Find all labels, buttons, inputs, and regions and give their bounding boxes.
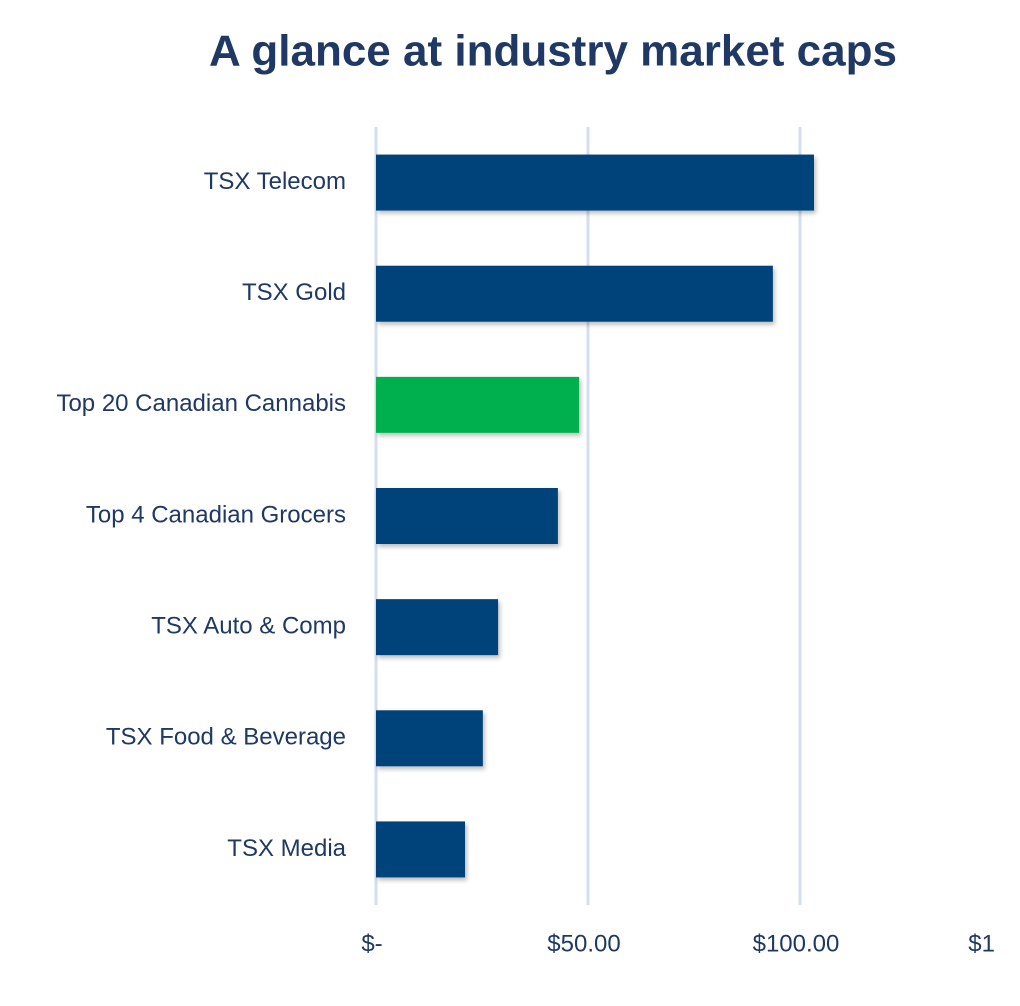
bar [376,265,773,322]
bar [376,710,483,767]
y-tick-label: TSX Telecom [204,168,346,195]
bar [376,154,814,211]
chart-title: A glance at industry market caps [209,27,897,76]
y-tick-label: TSX Food & Beverage [106,724,346,751]
x-tick-label: $50.00 [547,930,620,957]
y-tick-label: TSX Media [227,835,346,862]
y-tick-label: TSX Gold [242,279,346,306]
bar [376,376,580,433]
x-tick-label: $100.00 [753,930,840,957]
y-tick-label: Top 20 Canadian Cannabis [56,390,346,417]
y-tick-label: TSX Auto & Comp [151,612,346,639]
bar [376,488,558,544]
x-tick-label: $- [361,930,382,957]
bar [376,599,499,656]
bar [376,821,466,878]
x-tick-label: $1 [968,930,995,957]
y-tick-label: Top 4 Canadian Grocers [86,501,346,528]
